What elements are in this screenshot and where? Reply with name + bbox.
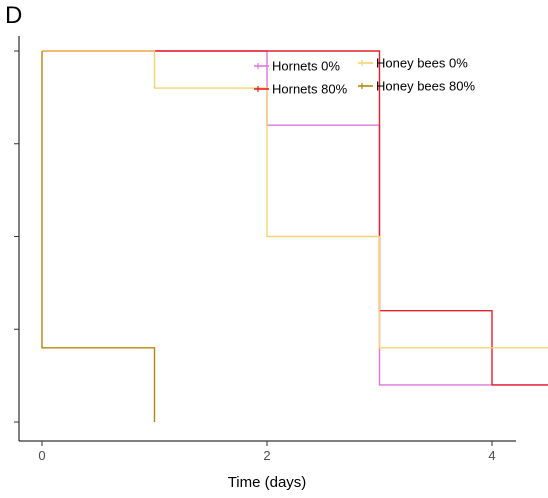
x-tick-label: 0 — [38, 448, 45, 463]
legend-label-honey-bees-0: Honey bees 0% — [376, 56, 468, 71]
legend-label-hornets-0: Hornets 0% — [272, 59, 340, 74]
series-layer — [41, 50, 548, 422]
series-line-hornets-80 — [42, 50, 548, 386]
x-tick-label: 2 — [263, 448, 270, 463]
legend: Hornets 0% Hornets 80% Honey bees 0% Honey … — [254, 56, 475, 97]
panel-label: D — [5, 2, 23, 29]
legend-label-honey-bees-80: Honey bees 80% — [376, 79, 475, 94]
x-tick-label: 4 — [488, 448, 495, 463]
x-axis-title: Time (days) — [228, 474, 307, 491]
series-line-honey-bees-0 — [42, 50, 548, 349]
legend-label-hornets-80: Hornets 80% — [272, 82, 348, 97]
ticks: 02468 — [14, 50, 496, 463]
series-line-honey-bees-80 — [41, 51, 156, 422]
